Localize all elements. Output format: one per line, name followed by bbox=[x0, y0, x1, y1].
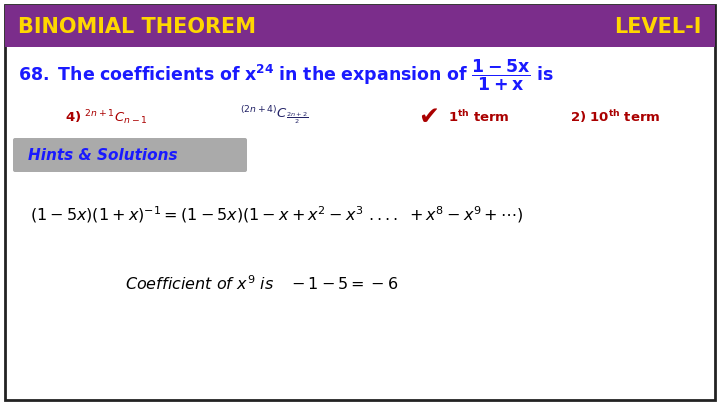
Text: $\mathbf{2)\ 10^{th}\ term}$: $\mathbf{2)\ 10^{th}\ term}$ bbox=[570, 109, 660, 126]
Bar bbox=[5, 5, 715, 47]
Text: $(1-5x)(1+x)^{-1} = (1-5x)\left(1 - x + x^2 - x^3\ ....\ +x^8 - x^9 + \cdots\rig: $(1-5x)(1+x)^{-1} = (1-5x)\left(1 - x + … bbox=[30, 205, 523, 225]
FancyBboxPatch shape bbox=[13, 138, 247, 172]
Text: Hints & Solutions: Hints & Solutions bbox=[28, 149, 178, 164]
Text: ✔: ✔ bbox=[418, 105, 439, 129]
Text: $Coefficient\ of\ x^9\ is\ \ \ -1 - 5 = -6$: $Coefficient\ of\ x^9\ is\ \ \ -1 - 5 = … bbox=[125, 276, 398, 294]
Text: $\mathbf{4)}\ {}^{2n+1}C_{n-1}$: $\mathbf{4)}\ {}^{2n+1}C_{n-1}$ bbox=[65, 109, 148, 127]
Text: $\mathbf{68.\ The\ coefficients\ of\ x^{24}\ in\ the\ expansion\ of\ \dfrac{1-5x: $\mathbf{68.\ The\ coefficients\ of\ x^{… bbox=[18, 57, 554, 93]
Text: $\mathbf{1^{th}\ term}$: $\mathbf{1^{th}\ term}$ bbox=[448, 109, 510, 125]
Text: LEVEL-I: LEVEL-I bbox=[615, 17, 702, 37]
Text: BINOMIAL THEOREM: BINOMIAL THEOREM bbox=[18, 17, 256, 37]
Text: ${}^{(2n+4)}C_{\frac{2n+2}{2}}$: ${}^{(2n+4)}C_{\frac{2n+2}{2}}$ bbox=[240, 104, 308, 126]
